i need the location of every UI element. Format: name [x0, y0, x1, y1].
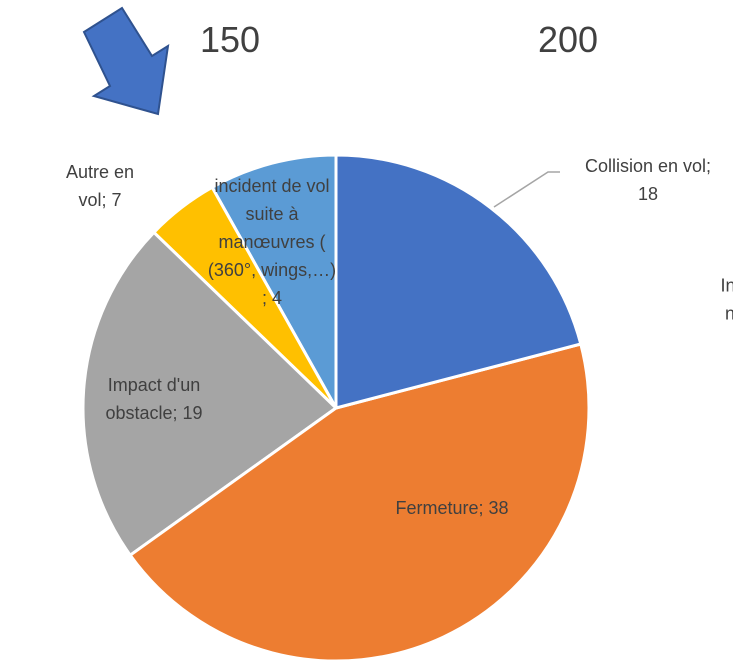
data-label: Autre en vol; 7 — [65, 162, 135, 210]
data-label: Collision en vol; 18 — [584, 156, 712, 204]
pie-slice — [81, 230, 339, 558]
arrow — [82, 6, 170, 116]
pie-slice — [334, 153, 583, 410]
leader-line — [493, 171, 560, 208]
data-label: Fermeture; 38 — [395, 498, 509, 518]
pie-slice — [128, 342, 591, 660]
annotation: n — [724, 303, 733, 324]
annotation: In — [720, 275, 733, 296]
annotation: 150 — [199, 19, 261, 60]
annotation: 200 — [537, 19, 599, 60]
pie-slice — [210, 153, 338, 414]
data-label: incident de vol suite à manœuvres ( (360… — [207, 176, 337, 308]
data-label: Impact d'un obstacle; 19 — [105, 375, 203, 423]
